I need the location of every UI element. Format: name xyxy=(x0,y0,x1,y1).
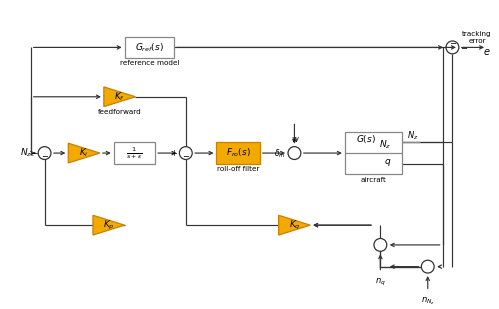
Bar xyxy=(114,142,155,164)
Text: $K_f$: $K_f$ xyxy=(114,91,125,103)
Circle shape xyxy=(38,147,51,159)
Text: $F_{ro}(s)$: $F_{ro}(s)$ xyxy=(226,147,250,159)
Text: $N_z$: $N_z$ xyxy=(407,129,419,142)
Text: $e$: $e$ xyxy=(483,47,491,57)
Text: $n_q$: $n_q$ xyxy=(375,277,386,288)
Text: $K_i$: $K_i$ xyxy=(79,147,89,159)
Text: feedforward: feedforward xyxy=(98,108,142,115)
Text: $\delta_m$: $\delta_m$ xyxy=(274,148,286,160)
Text: $\frac{1}{s+\varepsilon}$: $\frac{1}{s+\varepsilon}$ xyxy=(126,145,143,161)
Bar xyxy=(125,36,174,58)
Text: +: + xyxy=(171,149,178,158)
Text: −: − xyxy=(182,152,189,162)
Text: −: − xyxy=(41,152,48,162)
Text: $K_p$: $K_p$ xyxy=(103,218,115,232)
Text: $N_{zc}$: $N_{zc}$ xyxy=(20,147,35,159)
Circle shape xyxy=(421,260,434,273)
Circle shape xyxy=(179,147,192,159)
Text: roll-off filter: roll-off filter xyxy=(217,166,259,172)
Text: w: w xyxy=(291,135,298,144)
Text: $q$: $q$ xyxy=(384,158,391,168)
Text: −: − xyxy=(29,149,37,158)
Text: −: − xyxy=(449,39,456,48)
Text: $G(s)$: $G(s)$ xyxy=(356,133,375,145)
Bar xyxy=(217,142,260,164)
Polygon shape xyxy=(68,143,100,163)
Text: tracking
error: tracking error xyxy=(462,31,492,44)
Polygon shape xyxy=(93,215,125,235)
Text: $K_q$: $K_q$ xyxy=(288,218,300,232)
Text: −: − xyxy=(460,44,467,53)
Polygon shape xyxy=(104,87,135,107)
Text: reference model: reference model xyxy=(120,60,179,66)
Circle shape xyxy=(288,147,301,159)
Text: aircraft: aircraft xyxy=(360,177,386,183)
Circle shape xyxy=(374,239,387,251)
Bar xyxy=(345,132,402,174)
Text: $N_z$: $N_z$ xyxy=(379,139,391,151)
Polygon shape xyxy=(278,215,310,235)
Text: $G_{ref}(s)$: $G_{ref}(s)$ xyxy=(135,41,164,54)
Text: $n_{N_z}$: $n_{N_z}$ xyxy=(421,295,435,307)
Circle shape xyxy=(446,41,459,54)
